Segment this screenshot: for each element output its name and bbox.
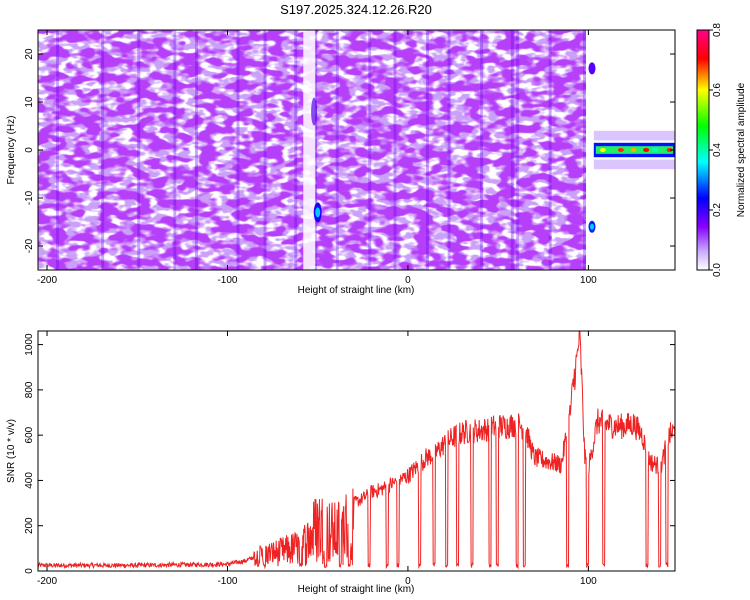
- spectrogram-spot-core: [315, 207, 321, 218]
- y-tick-label: 600: [24, 426, 35, 443]
- spectrogram-streak: [548, 30, 552, 270]
- snr-y-label: SNR (10 * v/v): [6, 419, 17, 483]
- spectrogram-streak: [236, 30, 240, 270]
- spectrogram-features: [56, 30, 675, 270]
- spectrogram-streak: [335, 30, 339, 270]
- figure-title: S197.2025.324.12.26.R20: [280, 2, 432, 17]
- spectrogram-streak: [510, 30, 514, 270]
- spectrogram-spot-core: [589, 223, 594, 230]
- y-tick-label: 10: [24, 96, 35, 108]
- x-tick-label: 0: [405, 576, 411, 587]
- colorbar-label: Normalized spectral amplitude: [736, 82, 747, 217]
- x-tick-label: -100: [217, 275, 237, 286]
- spectrogram-spot: [311, 97, 318, 126]
- x-tick-label: 0: [405, 275, 411, 286]
- x-tick-label: -200: [37, 576, 57, 587]
- signal-band-peak: [630, 148, 637, 152]
- colorbar-tick-label: 0.8: [712, 23, 723, 37]
- x-tick-label: 100: [580, 576, 597, 587]
- spectrogram-streak: [56, 30, 60, 270]
- colorbar-tick-label: 0.4: [712, 143, 723, 157]
- spectrogram-streak: [393, 30, 397, 270]
- spectrogram-streak: [368, 30, 372, 270]
- signal-band-peak: [666, 148, 673, 152]
- colorbar-tick-label: 0.6: [712, 83, 723, 97]
- spectrogram-streak: [101, 30, 105, 270]
- y-tick-label: 0: [24, 568, 35, 574]
- signal-band-peak: [617, 148, 624, 152]
- x-tick-label: -100: [217, 576, 237, 587]
- spectrogram-y-ticks: -20 -10 0 10 20: [24, 48, 675, 253]
- spectrogram-streak: [137, 30, 141, 270]
- snr-frame: [37, 330, 676, 572]
- y-tick-label: 800: [24, 381, 35, 398]
- spectrogram-streak: [516, 30, 520, 270]
- y-tick-label: 400: [24, 472, 35, 489]
- y-tick-label: -10: [24, 190, 35, 205]
- spectrogram-streak: [294, 30, 298, 270]
- spectrogram-y-label: Frequency (Hz): [6, 116, 17, 185]
- spectrogram-streak: [480, 30, 484, 270]
- spectrogram-x-label: Height of straight line (km): [298, 285, 415, 296]
- signal-sideband: [593, 159, 675, 170]
- snr-y-ticks: 0 200 400 600 800 1000: [24, 333, 675, 574]
- spectrogram-gap: [303, 30, 316, 270]
- signal-band-peak: [643, 148, 650, 152]
- colorbar-tick-label: 0.0: [712, 263, 723, 277]
- signal-sideband: [593, 130, 675, 141]
- snr-x-ticks: -200 -100 0 100: [37, 331, 597, 587]
- y-tick-label: 20: [24, 48, 35, 60]
- y-tick-label: 0: [24, 147, 35, 153]
- snr-background: [38, 331, 675, 571]
- snr-x-label: Height of straight line (km): [298, 584, 415, 595]
- spectrogram-spot: [588, 62, 596, 75]
- spectrogram-streak: [173, 30, 177, 270]
- colorbar-tick-label: 0.2: [712, 203, 723, 217]
- signal-band-peak: [599, 148, 606, 152]
- y-tick-label: -20: [24, 238, 35, 253]
- y-tick-label: 1000: [24, 333, 35, 356]
- spectrogram-streak: [263, 30, 267, 270]
- x-tick-label: -200: [37, 275, 57, 286]
- signal-band-peak: [652, 148, 659, 152]
- spectrogram-x-ticks: -200 -100 0 100: [37, 30, 597, 286]
- spectrogram-streak: [425, 30, 429, 270]
- colorbar-ticks: 0.0 0.2 0.4 0.6 0.8: [709, 23, 723, 277]
- y-tick-label: 200: [24, 517, 35, 534]
- spectrogram-streak: [194, 30, 198, 270]
- colorbar: 0.0 0.2 0.4 0.6 0.8 Normalized spectral ampl…: [696, 23, 747, 277]
- spectrogram-streak: [582, 30, 586, 270]
- spectrogram-streak: [447, 30, 451, 270]
- snr-panel: -200 -100 0 100 0 200 400 600 800 1000 Height of…: [6, 330, 676, 595]
- colorbar-gradient: [696, 29, 710, 271]
- x-tick-label: 100: [580, 275, 597, 286]
- spectrogram-streak: [314, 30, 318, 270]
- snr-series-line: [38, 331, 675, 570]
